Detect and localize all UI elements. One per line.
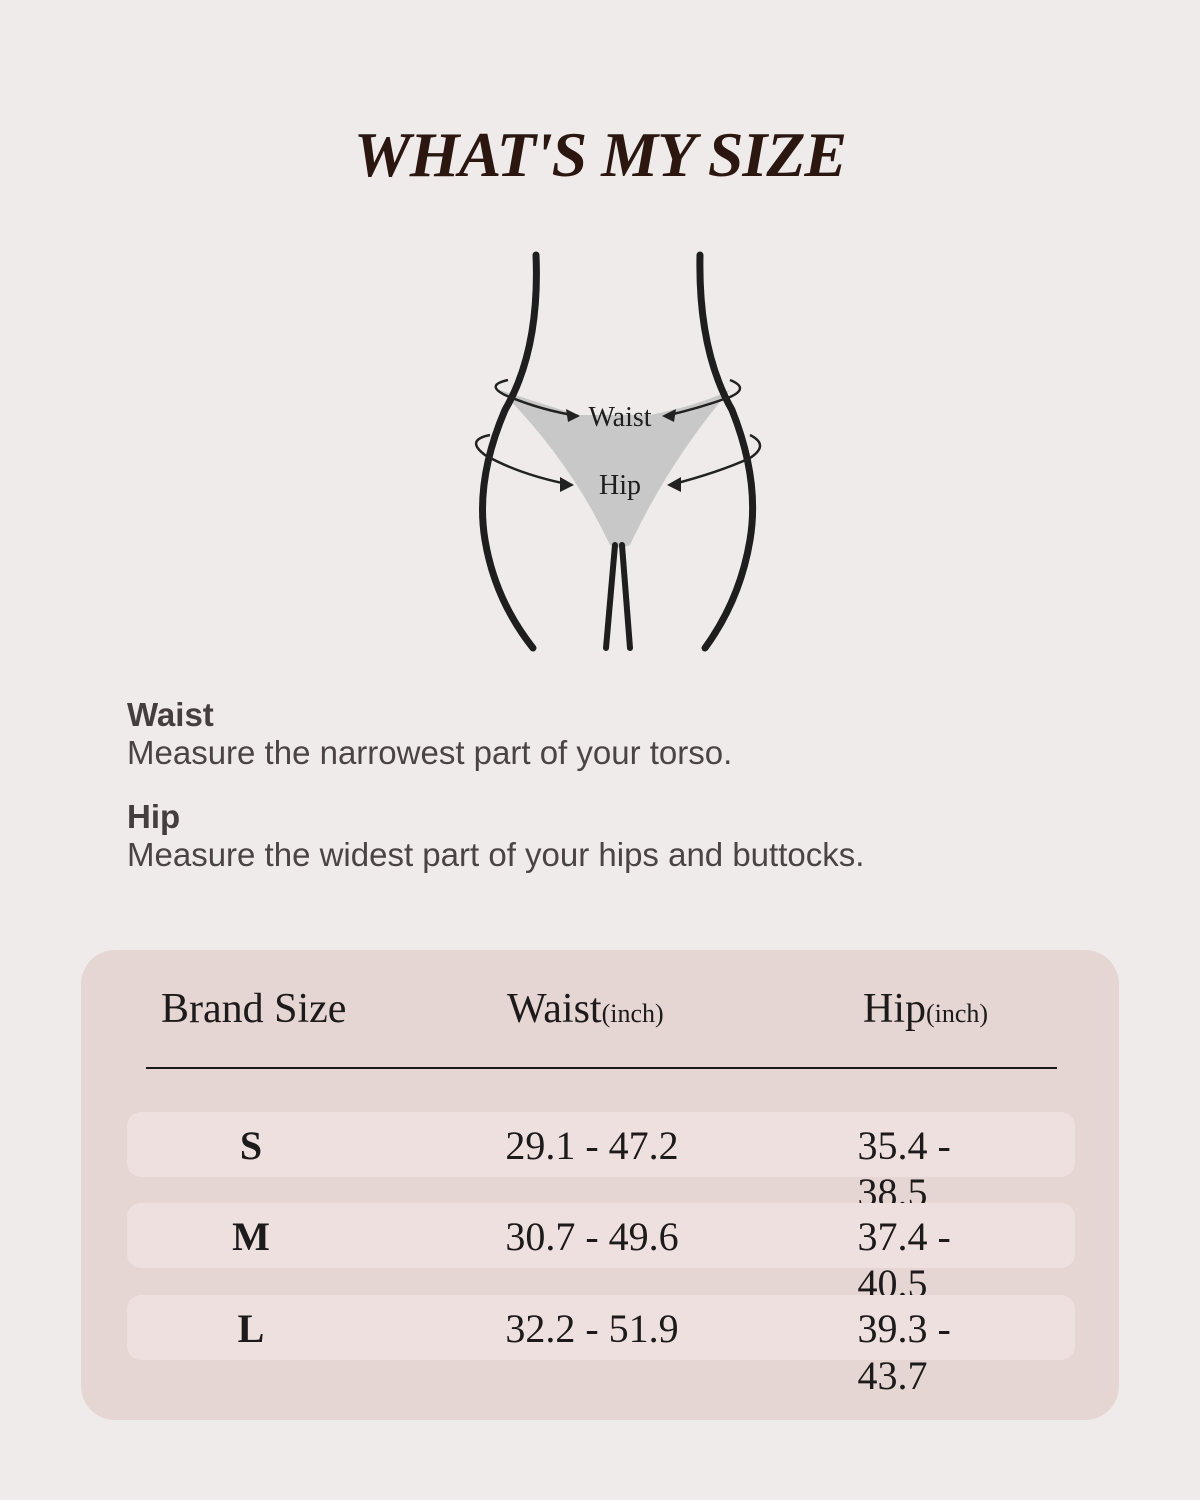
hip-arrow-right-icon [669,433,762,487]
waist-cell: 32.2 - 51.9 [505,1306,679,1351]
hip-label: Hip [599,470,641,501]
waist-label: Waist [588,402,651,433]
size-cell: M [232,1214,270,1259]
right-body-outline [696,251,757,652]
waist-cell: 29.1 - 47.2 [505,1123,679,1168]
hip-cell: 35.4 - 38.5 [857,1123,951,1215]
hip-arrow-left-icon [475,433,573,487]
waist-instruction: Waist Measure the narrowest part of your… [127,696,732,772]
instruction-heading: Hip [127,798,181,835]
header-divider [146,1067,1057,1069]
header-unit: (inch) [601,999,664,1028]
table-row: S 29.1 - 47.2 35.4 - 38.5 [127,1112,1075,1215]
header-hip: Hip(inch) [863,985,988,1033]
header-waist: Waist(inch) [507,985,664,1033]
waist-arrow-right-icon [664,378,742,418]
left-body-outline [479,251,540,652]
header-label: Brand Size [161,986,347,1032]
header-label: Waist [507,986,602,1032]
header-brand-size: Brand Size [161,985,346,1033]
table-row: M 30.7 - 49.6 37.4 - 40.5 [127,1203,1075,1306]
instruction-heading: Waist [127,696,214,733]
hip-instruction: Hip Measure the widest part of your hips… [127,798,864,874]
instruction-text: Measure the widest part of your hips and… [127,836,865,873]
size-table: Brand Size Waist(inch) Hip(inch) S 29.1 … [81,950,1119,1420]
table-row: L 32.2 - 51.9 39.3 - 43.7 [127,1295,1075,1398]
hip-cell: 39.3 - 43.7 [857,1306,951,1398]
instruction-text: Measure the narrowest part of your torso… [127,734,733,771]
size-cell: S [239,1123,263,1168]
waist-arrow-left-icon [494,378,579,418]
body-measurement-diagram: Waist Hip [475,251,762,652]
hip-cell: 37.4 - 40.5 [857,1214,951,1306]
waist-cell: 30.7 - 49.6 [505,1214,679,1259]
header-label: Hip [863,986,926,1032]
page-title: WHAT'S MY SIZE [353,119,847,190]
garment-shape [500,390,730,548]
header-unit: (inch) [926,999,989,1028]
size-cell: L [237,1306,265,1351]
left-leg-outline [603,542,633,651]
